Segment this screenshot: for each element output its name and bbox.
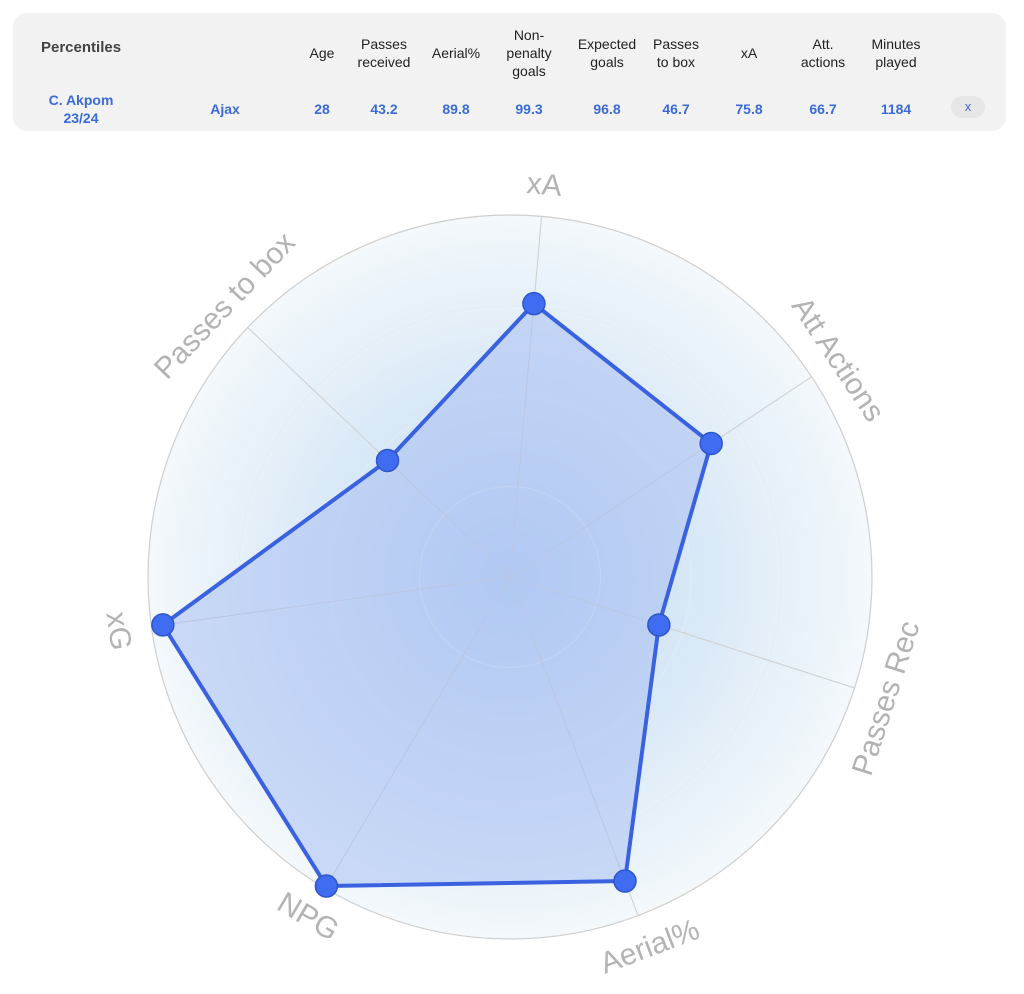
header-aerial: Aerial% — [421, 13, 491, 93]
radar-point — [647, 613, 671, 637]
header-npg-line-3: goals — [512, 63, 546, 79]
header-xg-line-2: goals — [590, 54, 624, 70]
header-xg-line-1: Expected — [577, 36, 637, 52]
radar-point — [151, 613, 175, 637]
table-title: Percentiles — [41, 39, 122, 56]
header-passes-box: Passes to box — [641, 13, 711, 93]
header-minutes-line-2: played — [875, 54, 917, 70]
header-passes-box-line-1: Passes — [653, 36, 699, 52]
player-season: 23/24 — [63, 110, 99, 126]
header-xa-line: xA — [740, 45, 758, 61]
value-minutes: 1184 — [880, 101, 912, 117]
header-minutes: Minutes played — [861, 13, 931, 93]
player-name[interactable]: C. Akpom — [48, 92, 114, 108]
header-xa: xA — [719, 13, 779, 93]
radar-series — [151, 291, 723, 898]
header-npg-line-2: penalty — [506, 45, 552, 61]
value-att-actions: 66.7 — [809, 101, 837, 117]
header-npg-line-1: Non- — [513, 27, 545, 43]
header-att-actions-line-2: actions — [800, 54, 846, 70]
header-aerial-line: Aerial% — [431, 45, 481, 61]
header-xg: Expected goals — [567, 13, 647, 93]
axis-label-xa: xA — [525, 167, 563, 203]
percentiles-table: Percentiles Age Passes received Aerial% … — [13, 13, 1006, 131]
header-passes-received-line-1: Passes — [361, 36, 407, 52]
player-cell[interactable]: C. Akpom 23/24 — [26, 89, 136, 129]
radar-area — [160, 301, 714, 889]
value-xg: 96.8 — [593, 101, 621, 117]
header-passes-received: Passes received — [344, 13, 424, 93]
header-age-line: Age — [309, 45, 335, 61]
header-age: Age — [292, 13, 352, 93]
value-aerial: 89.8 — [442, 101, 470, 117]
value-passes-received: 43.2 — [370, 101, 398, 117]
radar-point — [314, 874, 339, 898]
header-passes-box-line-2: to box — [656, 54, 696, 70]
header-passes-received-line-2: received — [357, 54, 411, 70]
radar-point — [522, 291, 546, 316]
header-att-actions: Att. actions — [788, 13, 858, 93]
radar-point — [613, 869, 637, 893]
value-passes-box: 46.7 — [662, 101, 690, 117]
radar-point — [375, 448, 400, 473]
radar-point — [699, 431, 723, 456]
header-minutes-line-1: Minutes — [871, 36, 921, 52]
value-npg: 99.3 — [515, 101, 543, 117]
value-xa: 75.8 — [735, 101, 763, 117]
value-age: 28 — [314, 101, 330, 117]
team-name[interactable]: Ajax — [210, 101, 240, 117]
header-att-actions-line-1: Att. — [812, 36, 834, 52]
axis-label-xg: xG — [99, 610, 137, 652]
header-npg: Non- penalty goals — [494, 13, 564, 93]
remove-player-button[interactable]: x — [951, 96, 985, 118]
